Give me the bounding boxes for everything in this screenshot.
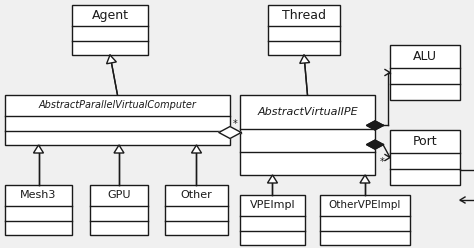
Text: Port: Port [413, 135, 438, 148]
Bar [320, 195, 410, 245]
Bar [90, 185, 148, 235]
Polygon shape [267, 175, 277, 183]
Bar [240, 195, 305, 245]
Polygon shape [219, 126, 241, 138]
Polygon shape [300, 55, 310, 63]
Bar [268, 5, 340, 55]
Text: OtherVPEImpl: OtherVPEImpl [329, 200, 401, 211]
Polygon shape [114, 145, 124, 153]
Text: AbstractParallelVirtualComputer: AbstractParallelVirtualComputer [38, 100, 196, 111]
Polygon shape [107, 55, 117, 64]
Text: ALU: ALU [413, 50, 437, 63]
Text: GPU: GPU [107, 190, 131, 200]
Polygon shape [191, 145, 201, 153]
Bar [240, 95, 375, 175]
Text: *: * [380, 157, 385, 167]
Bar [5, 185, 72, 235]
Text: Other: Other [181, 190, 212, 200]
Bar [165, 185, 228, 235]
Polygon shape [34, 145, 44, 153]
Polygon shape [366, 121, 383, 130]
Text: *: * [233, 119, 237, 128]
Bar [5, 95, 230, 145]
Text: Mesh3: Mesh3 [20, 190, 57, 200]
Text: VPEImpl: VPEImpl [250, 200, 295, 211]
Bar [72, 5, 148, 55]
Bar [390, 130, 460, 185]
Bar [390, 45, 460, 100]
Text: Agent: Agent [91, 9, 128, 22]
Polygon shape [366, 140, 383, 149]
Polygon shape [360, 175, 370, 183]
Text: AbstractVirtualIPE: AbstractVirtualIPE [257, 107, 358, 117]
Text: Thread: Thread [282, 9, 326, 22]
